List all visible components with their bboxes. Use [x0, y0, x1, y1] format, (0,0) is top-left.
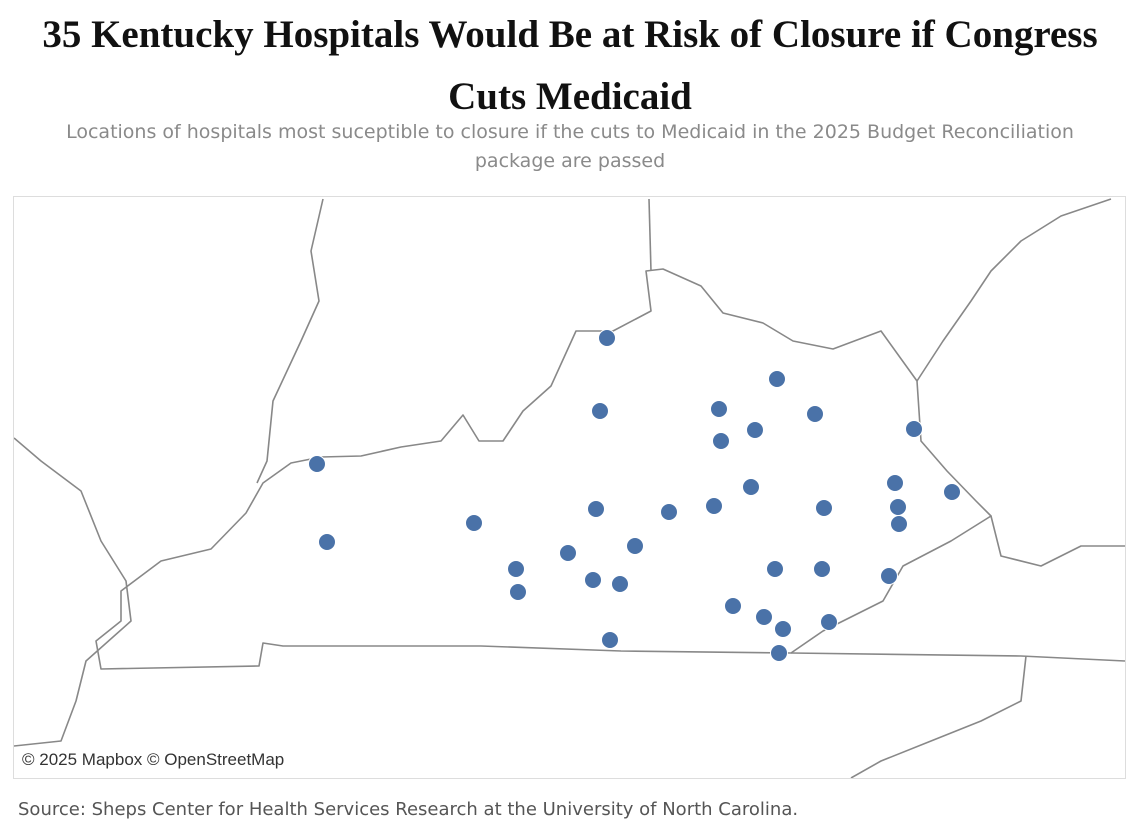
hospital-marker[interactable] [768, 370, 786, 388]
subtitle: Locations of hospitals most suceptible t… [66, 121, 1074, 172]
state-border [14, 437, 132, 747]
title: 35 Kentucky Hospitals Would Be at Risk o… [42, 13, 1098, 118]
hospital-marker[interactable] [584, 571, 602, 589]
hospital-marker[interactable] [507, 560, 525, 578]
state-border [648, 198, 652, 272]
hospital-marker[interactable] [813, 560, 831, 578]
hospital-marker[interactable] [587, 500, 605, 518]
hospital-marker[interactable] [509, 583, 527, 601]
hospital-marker[interactable] [774, 620, 792, 638]
hospital-marker[interactable] [815, 499, 833, 517]
hospital-marker[interactable] [943, 483, 961, 501]
hospital-marker[interactable] [806, 405, 824, 423]
hospital-marker[interactable] [880, 567, 898, 585]
hospital-marker[interactable] [626, 537, 644, 555]
hospital-markers [308, 329, 961, 662]
source-note: Source: Sheps Center for Health Services… [18, 799, 799, 820]
state-border [256, 198, 324, 484]
map [13, 196, 1126, 779]
hospital-marker[interactable] [770, 644, 788, 662]
hospital-marker[interactable] [465, 514, 483, 532]
hospital-marker[interactable] [712, 432, 730, 450]
hospital-marker[interactable] [755, 608, 773, 626]
hospital-marker[interactable] [889, 498, 907, 516]
hospital-marker[interactable] [559, 544, 577, 562]
hospital-marker[interactable] [660, 503, 678, 521]
hospital-marker[interactable] [591, 402, 609, 420]
hospital-marker[interactable] [724, 597, 742, 615]
hospital-marker[interactable] [886, 474, 904, 492]
hospital-marker[interactable] [905, 420, 923, 438]
hospital-marker[interactable] [742, 478, 760, 496]
hospital-marker[interactable] [705, 497, 723, 515]
state-border [850, 655, 1027, 778]
map-background [14, 197, 1125, 778]
hospital-marker[interactable] [710, 400, 728, 418]
hospital-marker[interactable] [766, 560, 784, 578]
hospital-marker[interactable] [820, 613, 838, 631]
hospital-marker[interactable] [598, 329, 616, 347]
hospital-marker[interactable] [601, 631, 619, 649]
state-border [790, 652, 1125, 662]
hospital-marker[interactable] [308, 455, 326, 473]
hospital-marker[interactable] [611, 575, 629, 593]
kentucky-border [95, 268, 992, 670]
hospital-marker[interactable] [318, 533, 336, 551]
state-border [990, 515, 1125, 567]
map-attribution: © 2025 Mapbox © OpenStreetMap [16, 748, 291, 772]
state-border [916, 198, 1112, 382]
hospital-marker[interactable] [890, 515, 908, 533]
hospital-marker[interactable] [746, 421, 764, 439]
